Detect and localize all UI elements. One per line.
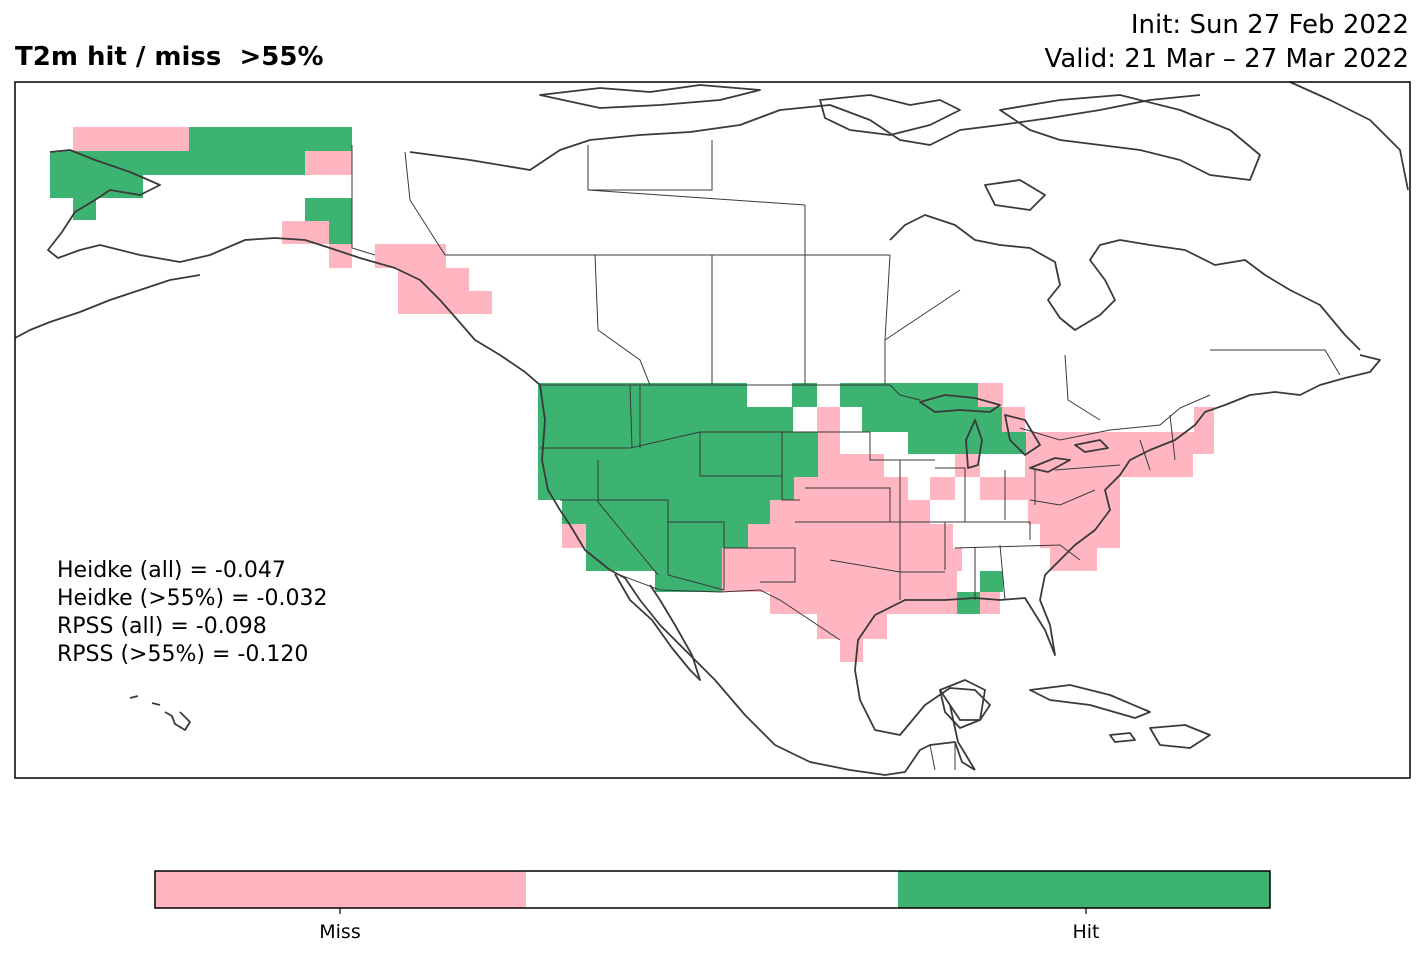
colorbar-miss-segment (155, 871, 526, 908)
hit-cell (50, 175, 143, 198)
colorbar-hit-segment (898, 871, 1270, 908)
hit-cell (538, 383, 747, 407)
hit-cell (538, 432, 818, 454)
colorbar-frame (154, 870, 1271, 909)
pacific-coastline (47, 149, 976, 776)
victoria-island (819, 94, 961, 136)
miss-cell (1026, 432, 1071, 454)
colorbar-label-hit: Hit (1072, 921, 1100, 943)
hit-cell (143, 151, 305, 175)
greenland-edge (1289, 81, 1409, 191)
arctic-islands (539, 84, 761, 109)
map-title: T2m hit / miss >55% (15, 42, 324, 72)
hit-cell (655, 571, 722, 592)
miss-cell (375, 244, 446, 268)
hawaii-islands (129, 695, 191, 731)
hit-cell (980, 571, 1003, 592)
miss-cell (817, 407, 840, 432)
southampton-island (984, 179, 1046, 211)
miss-cell (722, 571, 957, 592)
miss-cell (722, 548, 962, 571)
miss-cell (818, 432, 840, 454)
baffin-island (999, 94, 1261, 181)
verification-cells (50, 127, 1214, 662)
hudson-bay-coastline (889, 214, 1361, 351)
yucatan (939, 679, 986, 729)
lake-michigan (965, 419, 983, 469)
miss-cell (1028, 500, 1120, 524)
heidke-55-score: Heidke (>55%) = -0.032 (57, 586, 328, 611)
miss-cell (305, 151, 352, 175)
hit-cell (562, 500, 770, 524)
skill-scores-panel: Heidke (all) = -0.047 Heidke (>55%) = -0… (57, 557, 327, 669)
miss-cell (1194, 407, 1214, 432)
hit-cell (189, 127, 352, 152)
miss-cell (398, 268, 469, 291)
hit-cell (586, 548, 722, 571)
miss-cell (978, 383, 1003, 407)
colorbar-neutral-segment (526, 871, 898, 908)
valid-period: Valid: 21 Mar – 27 Mar 2022 (1044, 44, 1409, 74)
miss-cell (73, 127, 189, 152)
baja-coastline (614, 573, 701, 681)
miss-cell (980, 592, 1000, 614)
hit-cell (957, 592, 980, 614)
miss-cell (770, 592, 957, 614)
lake-erie (1029, 457, 1071, 473)
hit-cell (305, 198, 352, 221)
lake-huron (1004, 414, 1041, 456)
miss-cell (980, 477, 1120, 500)
political-borders (351, 140, 1341, 771)
jamaica (1109, 732, 1136, 743)
miss-cell (930, 477, 955, 500)
hit-cell (538, 454, 818, 477)
heidke-all-score: Heidke (all) = -0.047 (57, 558, 286, 583)
colorbar-label-miss: Miss (319, 921, 361, 943)
cuba (1029, 684, 1151, 719)
miss-cell (818, 454, 884, 477)
hispaniola (1149, 724, 1211, 749)
lake-superior (919, 394, 1001, 413)
miss-cell (398, 291, 492, 314)
miss-cell (770, 500, 930, 524)
miss-cell (282, 221, 329, 244)
rpss-all-score: RPSS (all) = -0.098 (57, 614, 267, 639)
hit-cell (538, 477, 794, 500)
hit-cell (329, 221, 352, 244)
lake-ontario (1074, 439, 1109, 453)
rpss-55-score: RPSS (>55%) = -0.120 (57, 642, 309, 667)
miss-cell (748, 524, 953, 548)
miss-cell (817, 614, 887, 639)
gulf-east-coastline (854, 354, 1381, 771)
arctic-coastline (409, 94, 1201, 171)
miss-cell (840, 639, 863, 662)
hit-cell (586, 524, 748, 548)
miss-cell (1040, 524, 1120, 548)
hit-cell (792, 383, 817, 407)
hit-cell (840, 383, 978, 407)
miss-cell (1050, 548, 1097, 571)
coastlines (14, 81, 1409, 776)
miss-cell (329, 244, 352, 268)
init-date: Init: Sun 27 Feb 2022 (1130, 10, 1409, 40)
hit-cell (538, 407, 793, 432)
map-frame (14, 81, 1411, 779)
aleutian-islands (14, 274, 201, 339)
colorbar (154, 870, 1271, 914)
